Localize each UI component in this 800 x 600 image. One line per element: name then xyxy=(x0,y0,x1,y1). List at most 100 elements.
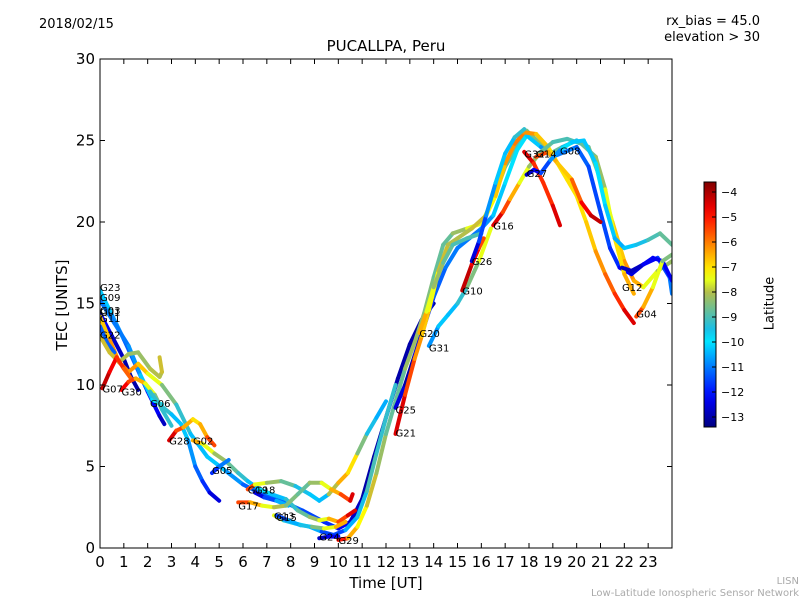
series-segment xyxy=(136,350,153,371)
series-segment xyxy=(436,312,450,329)
satellite-label: G01 xyxy=(100,308,120,319)
satellite-label: G12 xyxy=(622,283,642,294)
x-tick-label: 20 xyxy=(567,553,586,571)
x-tick-label: 1 xyxy=(119,553,129,571)
series-segment xyxy=(441,231,455,247)
series-segment xyxy=(612,291,627,313)
satellite-label: G18 xyxy=(255,485,275,496)
series-segment xyxy=(364,471,379,508)
series-segment xyxy=(126,343,143,378)
series-segment xyxy=(660,259,672,283)
x-tick-label: 6 xyxy=(238,553,248,571)
axes: 0 1 2 3 4 5 6 7 8 9 10 11 12 13 14 15 16 17 18 19 20 21 22 2305… xyxy=(76,50,672,571)
series-G14 xyxy=(534,149,603,224)
series-G24 xyxy=(317,534,341,541)
series-segment xyxy=(100,369,112,391)
series-segment xyxy=(200,441,217,456)
series-segment xyxy=(114,355,126,371)
satellite-label: G16 xyxy=(493,221,513,232)
series-segment xyxy=(569,138,586,145)
series-segment xyxy=(646,231,663,242)
x-tick-label: 3 xyxy=(167,553,177,571)
series-segment xyxy=(205,454,229,474)
series-segment xyxy=(260,503,276,510)
series-segment xyxy=(450,236,470,247)
series-segment xyxy=(336,471,350,485)
series-segment xyxy=(443,246,460,270)
series-segment xyxy=(484,180,498,218)
series-segment xyxy=(393,366,408,404)
series-segment xyxy=(465,259,481,290)
y-tick-label: 15 xyxy=(76,295,95,313)
satellite-label: G17 xyxy=(238,502,258,513)
series-segment xyxy=(598,210,613,251)
series-segment xyxy=(629,262,646,273)
series-G08 xyxy=(557,138,672,251)
colorbar: −4 −5 −6 −7 −8 −9 −10 −11 −12 −13 xyxy=(703,181,744,428)
series-G26 xyxy=(469,127,527,264)
satellite-label: G26 xyxy=(472,257,492,268)
series-segment xyxy=(374,415,388,456)
x-tick-label: 10 xyxy=(329,553,348,571)
series-segment xyxy=(491,180,508,218)
credit-long: Low-Latitude Ionospheric Sensor Network xyxy=(591,588,799,599)
series-segment xyxy=(469,239,481,264)
series-segment xyxy=(374,399,388,420)
series-segment xyxy=(550,136,570,145)
satellite-label: G08 xyxy=(560,146,580,157)
series-segment xyxy=(295,508,312,520)
series-segment xyxy=(517,164,531,185)
satellite-label: G19 xyxy=(248,485,268,496)
credit-short: LISN xyxy=(776,576,799,587)
series-segment xyxy=(100,298,117,326)
series-segment xyxy=(455,226,474,241)
series-segment xyxy=(455,285,470,306)
series-layer xyxy=(100,127,672,542)
series-G20 xyxy=(417,231,484,335)
x-tick-label: 5 xyxy=(214,553,224,571)
series-segment xyxy=(603,272,617,296)
series-segment xyxy=(608,246,622,270)
series-segment xyxy=(100,314,112,342)
series-segment xyxy=(534,131,551,150)
satellite-label: G15 xyxy=(276,513,296,524)
series-segment xyxy=(460,262,474,293)
series-segment xyxy=(198,422,210,440)
colorbar-tick-label: −12 xyxy=(721,386,744,399)
series-segment xyxy=(586,164,603,215)
series-segment xyxy=(431,242,446,280)
series-segment xyxy=(310,524,327,531)
series-segment xyxy=(286,518,303,528)
series-segment xyxy=(612,236,627,251)
satellite-label: G14 xyxy=(536,150,556,161)
satellite-label: G09 xyxy=(100,293,120,304)
series-segment xyxy=(248,500,265,508)
x-tick-label: 0 xyxy=(95,553,105,571)
x-tick-label: 19 xyxy=(543,553,562,571)
series-segment xyxy=(343,515,360,533)
satellite-label: G24 xyxy=(319,533,339,544)
series-segment xyxy=(622,242,639,251)
x-tick-label: 14 xyxy=(424,553,443,571)
series-segment xyxy=(355,431,369,456)
series-segment xyxy=(503,141,517,166)
series-segment xyxy=(524,133,543,150)
series-segment xyxy=(403,356,417,397)
x-tick-label: 15 xyxy=(448,553,467,571)
colorbar-tick-label: −4 xyxy=(721,186,737,199)
series-segment xyxy=(100,324,110,345)
series-segment xyxy=(593,161,608,208)
series-G12 xyxy=(619,255,672,283)
series-segment xyxy=(331,528,348,537)
series-segment xyxy=(188,431,210,459)
series-segment xyxy=(384,383,398,420)
series-segment xyxy=(541,180,555,208)
x-tick-label: 7 xyxy=(262,553,272,571)
x-tick-label: 17 xyxy=(496,553,515,571)
series-segment xyxy=(364,451,379,493)
y-tick-label: 10 xyxy=(76,376,95,394)
series-segment xyxy=(403,340,417,371)
series-segment xyxy=(634,237,651,247)
series-segment xyxy=(445,301,460,317)
series-segment xyxy=(336,519,353,531)
